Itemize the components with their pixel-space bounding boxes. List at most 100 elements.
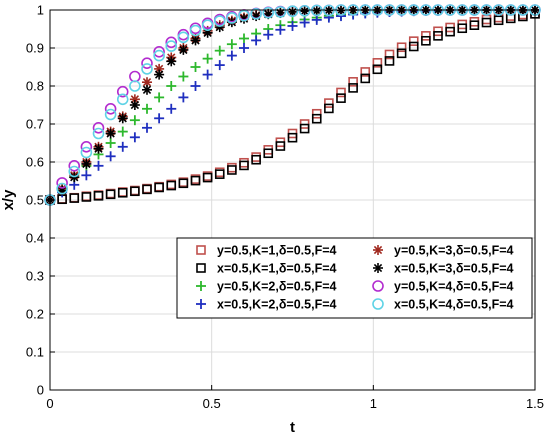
legend-marker [373, 263, 383, 273]
y-tick-label: 0.2 [26, 307, 44, 322]
legend-item: y=0.5,K=2,δ=0.5,F=4 [196, 280, 337, 294]
data-point [298, 4, 311, 17]
data-point [141, 57, 153, 70]
data-point [154, 92, 165, 103]
data-point [311, 113, 322, 124]
legend-marker [196, 281, 206, 291]
y-tick-label: 0 [37, 383, 44, 398]
data-point [93, 160, 104, 171]
data-point [92, 122, 105, 134]
data-point [166, 103, 177, 114]
data-point [166, 180, 177, 191]
data-point [396, 48, 407, 59]
data-point [105, 138, 116, 148]
legend-box [176, 237, 533, 319]
legend-item: x=0.5,K=3,δ=0.5,F=4 [373, 262, 514, 276]
data-point [105, 128, 116, 139]
data-point [311, 5, 322, 16]
data-point [129, 100, 140, 110]
data-point [81, 170, 92, 181]
data-point [190, 62, 201, 72]
data-point [105, 189, 116, 200]
legend-label: y=0.5,K=3,δ=0.5,F=4 [394, 244, 514, 258]
data-point [153, 49, 165, 62]
data-point [129, 115, 140, 126]
data-point [250, 8, 262, 20]
data-point [311, 14, 322, 25]
data-point [251, 35, 262, 46]
data-point [93, 191, 104, 201]
data-point [445, 26, 455, 37]
legend-marker [373, 245, 383, 255]
y-tick-label: 0.1 [26, 345, 44, 360]
legend-item: x=0.5,K=4,δ=0.5,F=4 [372, 298, 514, 312]
x-axis-label: t [290, 419, 295, 436]
y-tick-label: 0.6 [26, 155, 44, 170]
data-point [433, 31, 443, 41]
legend-label: y=0.5,K=4,δ=0.5,F=4 [394, 280, 514, 294]
y-tick-label: 0.8 [26, 79, 44, 94]
x-tick-label: 1.5 [526, 396, 544, 411]
legend-marker [372, 298, 384, 310]
data-point [153, 45, 165, 58]
legend-item: y=0.5,K=3,δ=0.5,F=4 [373, 244, 514, 258]
legend: y=0.5,K=1,δ=0.5,F=4 x=0.5,K=1,δ=0.5,F=4 y=… [176, 237, 533, 319]
data-point [239, 160, 249, 171]
data-point [202, 53, 213, 64]
data-point [324, 98, 334, 108]
data-point [299, 123, 310, 134]
data-point [214, 169, 225, 179]
data-point [81, 192, 92, 202]
data-point [239, 43, 249, 53]
data-point [348, 83, 358, 93]
data-point [336, 87, 346, 98]
data-point [178, 92, 189, 103]
data-point [129, 132, 140, 143]
data-point [226, 50, 237, 61]
legend-item: y=0.5,K=1,δ=0.5,F=4 [196, 244, 337, 258]
data-point [68, 160, 81, 172]
data-point [226, 39, 237, 50]
data-point [117, 113, 128, 124]
data-point [238, 9, 250, 22]
data-point [154, 69, 165, 80]
data-point [239, 33, 249, 44]
legend-label: x=0.5,K=3,δ=0.5,F=4 [394, 262, 514, 276]
data-point [105, 151, 116, 162]
data-point [213, 15, 226, 27]
data-point [56, 177, 68, 189]
y-tick-label: 0.7 [26, 117, 44, 132]
data-point [81, 158, 92, 169]
legend-marker [196, 299, 206, 309]
data-point [190, 35, 201, 46]
data-point [178, 44, 189, 55]
data-point [214, 60, 225, 71]
data-point [348, 77, 358, 87]
data-point [154, 113, 165, 124]
data-point [408, 36, 419, 46]
y-tick-label: 0.4 [26, 231, 44, 246]
data-point [311, 108, 322, 119]
data-point [93, 143, 104, 154]
data-point [129, 80, 141, 92]
legend-label: x=0.5,K=1,δ=0.5,F=4 [217, 262, 337, 276]
legend-label: x=0.5,K=2,δ=0.5,F=4 [217, 298, 337, 312]
data-point [117, 141, 128, 152]
data-point [56, 182, 68, 195]
data-point [275, 141, 286, 151]
data-point [116, 85, 129, 98]
legend-label: x=0.5,K=4,δ=0.5,F=4 [394, 298, 514, 312]
data-point [142, 184, 152, 195]
data-point [190, 81, 201, 91]
data-point [154, 182, 164, 193]
y-tick-label: 0.3 [26, 269, 44, 284]
data-point [214, 45, 225, 56]
data-point [324, 103, 334, 114]
y-axis-label: x/y [0, 189, 17, 211]
data-point [69, 193, 80, 203]
data-point [166, 56, 177, 67]
data-point [372, 64, 383, 75]
data-point [421, 35, 431, 46]
series-2 [45, 9, 540, 205]
